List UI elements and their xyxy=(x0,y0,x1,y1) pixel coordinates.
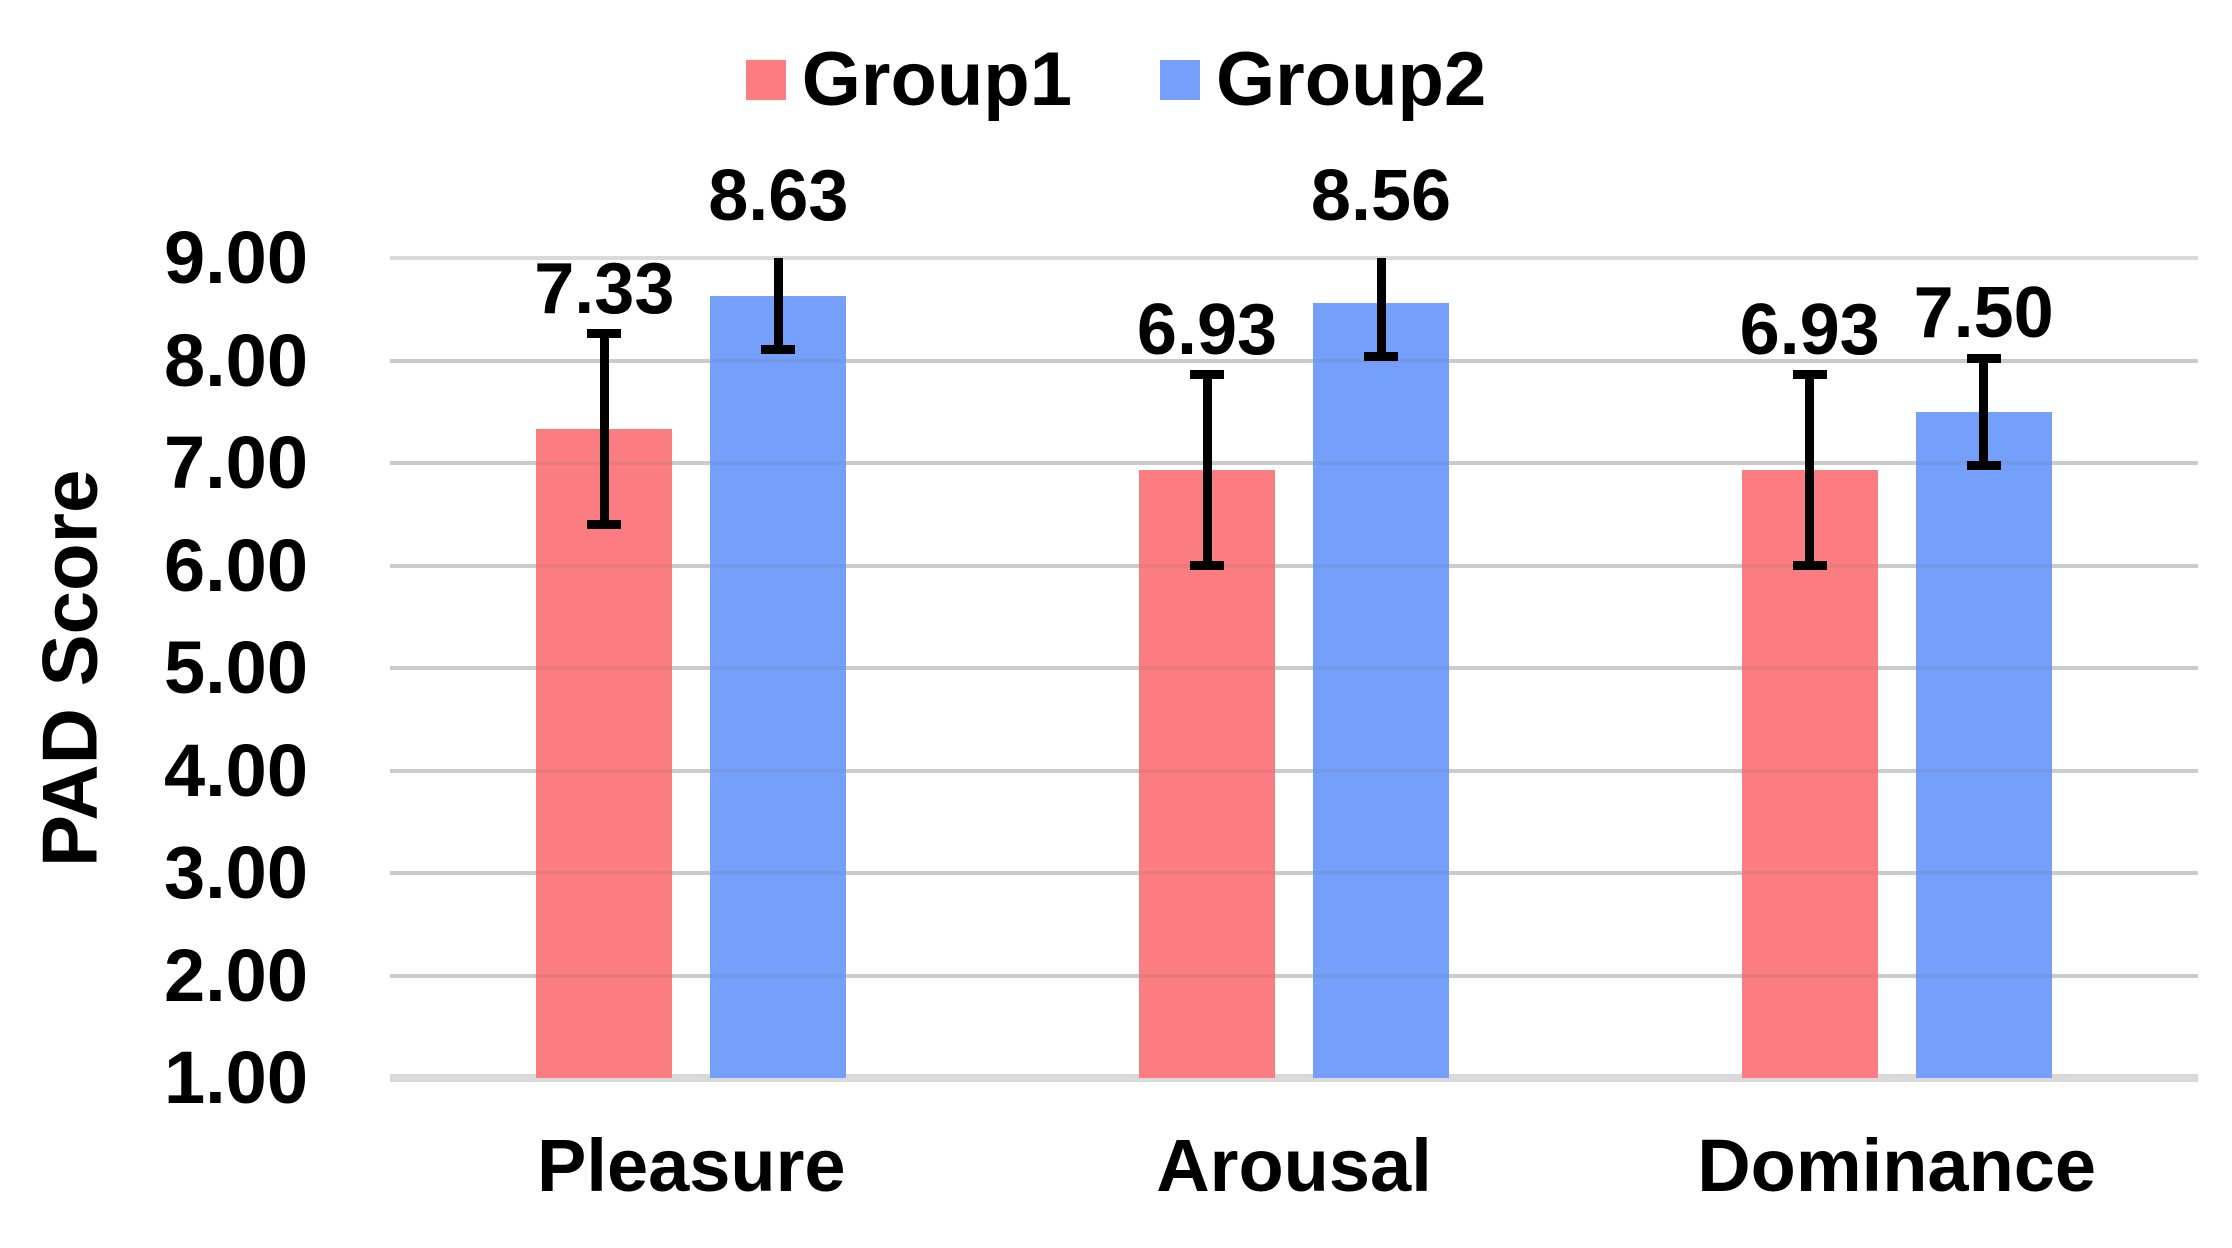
gridline-overlay xyxy=(390,768,2198,773)
gridline xyxy=(390,461,2198,465)
error-bar-line xyxy=(1979,358,1989,466)
data-label: 8.63 xyxy=(708,156,849,236)
bar-group1-dominance xyxy=(1741,470,1878,1078)
gridline-overlay xyxy=(390,973,2198,978)
gridline xyxy=(390,563,2198,568)
error-bar-line xyxy=(1202,374,1212,566)
error-bar-bottom-cap xyxy=(587,520,622,529)
legend-swatch-icon xyxy=(745,60,786,100)
legend: Group1 Group2 xyxy=(0,36,2232,124)
error-bar-line xyxy=(1376,258,1386,357)
y-tick-label: 4.00 xyxy=(163,728,308,812)
error-bar-top-cap xyxy=(1966,353,2001,363)
y-tick-label: 8.00 xyxy=(163,318,308,402)
y-tick-label: 1.00 xyxy=(163,1036,308,1119)
y-tick-label: 9.00 xyxy=(163,216,308,299)
data-label: 7.50 xyxy=(1913,273,2054,354)
gridline-overlay xyxy=(390,666,2198,670)
legend-label: Group2 xyxy=(1216,37,1487,122)
x-axis-label-dominance: Dominance xyxy=(1697,1124,2097,1207)
error-bar-line xyxy=(599,333,609,525)
error-bar-bottom-cap xyxy=(1190,561,1224,570)
data-label: 6.93 xyxy=(1739,289,1880,370)
legend-item-group1: Group1 xyxy=(745,36,1072,124)
y-tick-label: 6.00 xyxy=(163,523,308,607)
error-bar-line xyxy=(1805,374,1815,566)
legend-item-group2: Group2 xyxy=(1160,36,1486,124)
data-label: 6.93 xyxy=(1136,289,1278,370)
error-bar-top-cap xyxy=(587,329,622,339)
error-bar-top-cap xyxy=(1190,370,1224,380)
bar-group1-arousal xyxy=(1139,470,1275,1078)
y-tick-label: 3.00 xyxy=(163,831,308,914)
y-tick-label: 2.00 xyxy=(163,933,308,1017)
error-bar-bottom-cap xyxy=(1792,561,1827,570)
gridline-overlay xyxy=(390,358,2198,363)
y-tick-label: 7.00 xyxy=(163,421,308,504)
error-bar-bottom-cap xyxy=(1966,460,2001,470)
legend-swatch-icon xyxy=(1160,60,1200,100)
error-bar-top-cap xyxy=(1792,370,1827,380)
y-tick-label: 5.00 xyxy=(163,626,308,709)
plot-area: 7.33 6.93 6.93 8.63 8.56 7.50 xyxy=(390,159,2198,1082)
gridline xyxy=(390,358,2198,363)
data-label: 8.56 xyxy=(1310,156,1452,236)
x-axis-line xyxy=(390,1074,2198,1082)
gridline xyxy=(390,973,2198,978)
x-axis-label-pleasure: Pleasure xyxy=(537,1124,846,1207)
error-bar-line xyxy=(773,258,783,350)
data-label: 7.33 xyxy=(534,248,675,329)
gridline-overlay xyxy=(390,563,2198,568)
error-bar-bottom-cap xyxy=(761,344,796,354)
bar-group2-dominance xyxy=(1915,411,2052,1078)
gridline xyxy=(390,871,2198,875)
gridline xyxy=(390,256,2198,260)
gridline-overlay xyxy=(390,871,2198,875)
bar-group2-arousal xyxy=(1313,303,1449,1078)
gridline-overlay xyxy=(390,461,2198,465)
bar-group2-pleasure xyxy=(710,295,847,1078)
error-bar-bottom-cap xyxy=(1364,351,1398,361)
x-axis-label-arousal: Arousal xyxy=(1156,1124,1432,1207)
legend-label: Group1 xyxy=(801,37,1072,122)
gridline xyxy=(390,666,2198,670)
gridline xyxy=(390,768,2198,773)
bar-group1-pleasure xyxy=(536,429,673,1078)
